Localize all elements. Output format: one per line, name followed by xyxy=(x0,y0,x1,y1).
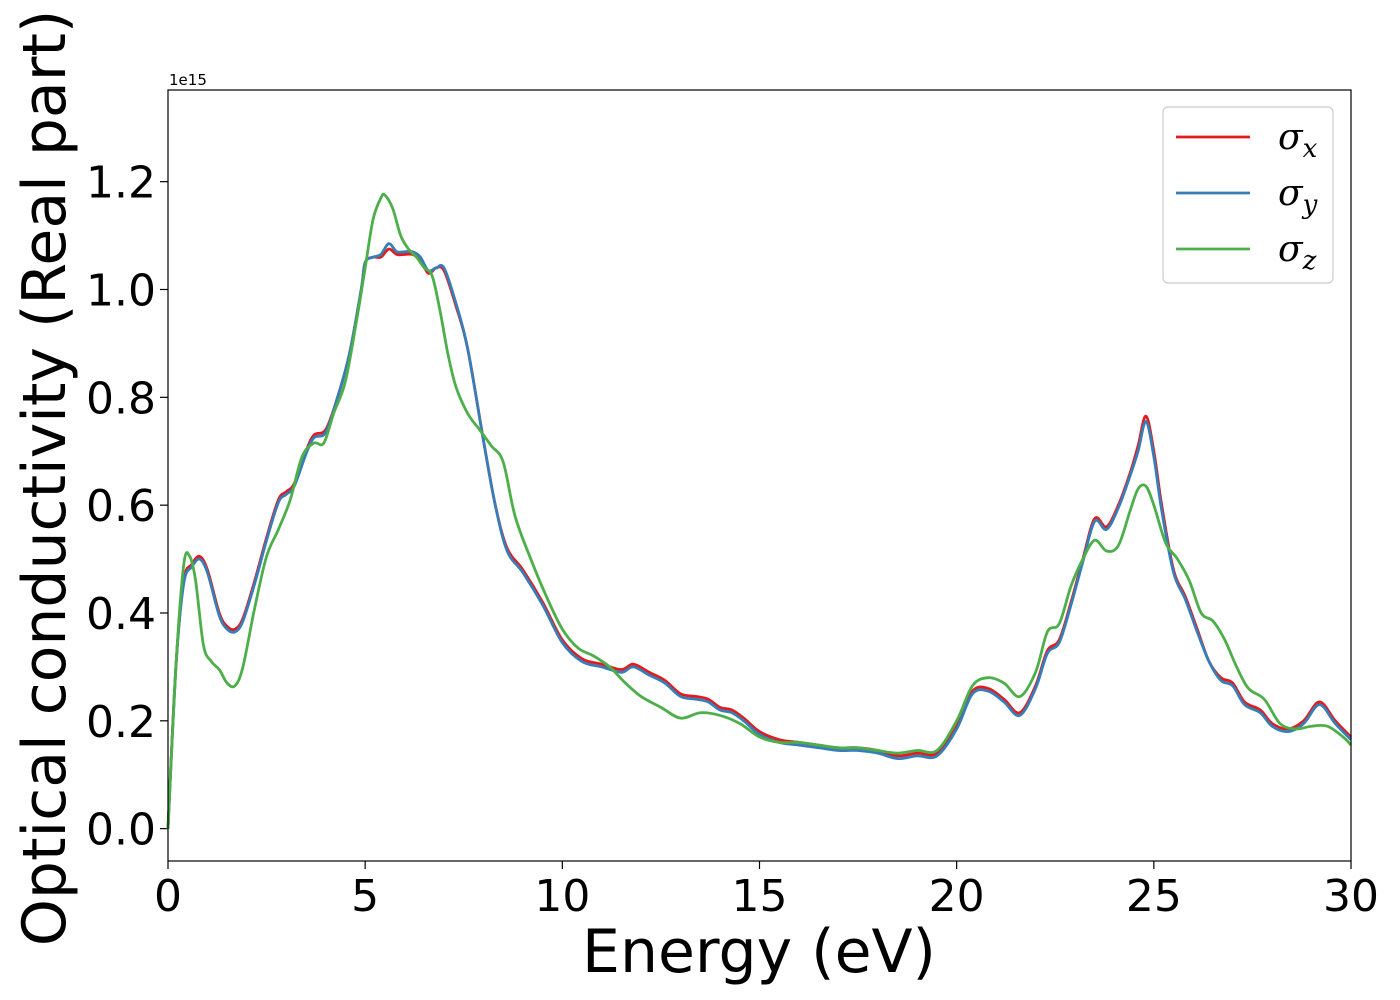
y-tick-label: 0.0 xyxy=(86,805,156,856)
legend-subscript: z xyxy=(1302,246,1317,276)
x-axis-label: Energy (eV) xyxy=(582,917,936,987)
legend-label-y: σy xyxy=(1278,173,1318,220)
y-offset-label: 1e15 xyxy=(169,71,207,89)
legend-label-x: σx xyxy=(1278,117,1318,164)
y-tick-label: 0.2 xyxy=(86,697,156,748)
y-tick-label: 1.0 xyxy=(86,265,156,316)
legend-subscript: y xyxy=(1302,190,1318,220)
series-line-z xyxy=(166,192,1353,829)
x-tick-label: 20 xyxy=(929,871,985,922)
x-tick-label: 10 xyxy=(534,871,590,922)
y-axis-label: Optical conductivity (Real part) xyxy=(10,10,80,947)
y-tick-label: 0.8 xyxy=(86,373,156,424)
x-tick-label: 0 xyxy=(154,871,182,922)
x-axis-ticks: 0 5 10 15 20 25 30 xyxy=(154,861,1379,922)
legend-symbol: σ xyxy=(1278,117,1304,158)
x-tick-label: 25 xyxy=(1126,871,1182,922)
legend-box xyxy=(1162,106,1334,284)
x-tick-label: 15 xyxy=(732,871,788,922)
series-line-y xyxy=(166,242,1353,829)
y-tick-label: 0.4 xyxy=(86,589,156,640)
legend-subscript: x xyxy=(1303,134,1318,164)
y-axis-ticks: 0.0 0.2 0.4 0.6 0.8 1.0 1.2 xyxy=(86,158,168,856)
y-tick-label: 0.6 xyxy=(86,481,156,532)
x-tick-label: 30 xyxy=(1323,871,1379,922)
plot-frame xyxy=(167,89,1352,862)
legend-label-z: σz xyxy=(1278,229,1317,276)
legend-symbol: σ xyxy=(1278,229,1304,270)
series-lines xyxy=(166,192,1353,829)
x-tick-label: 5 xyxy=(351,871,379,922)
y-tick-label: 1.2 xyxy=(86,158,156,209)
legend-symbol: σ xyxy=(1278,173,1304,214)
